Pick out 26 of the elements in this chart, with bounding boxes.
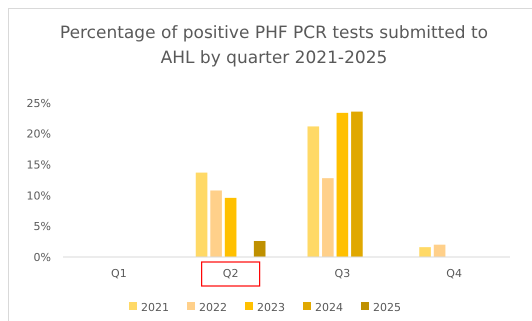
x-tick-label: Q1 <box>111 267 127 280</box>
bar <box>336 112 348 257</box>
bar <box>224 198 236 257</box>
legend-label: 2023 <box>257 300 285 314</box>
y-tick-label: 0% <box>34 250 51 264</box>
x-tick-label: Q3 <box>334 267 350 280</box>
bar <box>210 190 222 257</box>
y-tick-label: 25% <box>26 96 51 110</box>
y-tick-label: 15% <box>26 158 51 172</box>
y-tick-label: 20% <box>26 128 51 141</box>
y-tick-label: 5% <box>34 220 51 234</box>
legend-label: 2025 <box>373 300 401 314</box>
bar <box>434 244 446 257</box>
bar <box>322 178 334 257</box>
legend-label: 2024 <box>315 300 343 314</box>
y-tick-label: 10% <box>26 189 51 202</box>
bar <box>419 247 431 257</box>
legend-label: 2021 <box>141 300 169 314</box>
x-tick-label: Q4 <box>446 267 462 280</box>
legend-label: 2022 <box>199 300 227 314</box>
bar <box>196 172 208 257</box>
x-tick-label: Q2 <box>222 267 238 280</box>
bar <box>351 112 363 257</box>
chart-title: Percentage of positive PHF PCR tests submitted to AHL by quarter 2021-2025 <box>60 23 488 68</box>
bar <box>254 240 266 257</box>
bar <box>308 126 320 257</box>
